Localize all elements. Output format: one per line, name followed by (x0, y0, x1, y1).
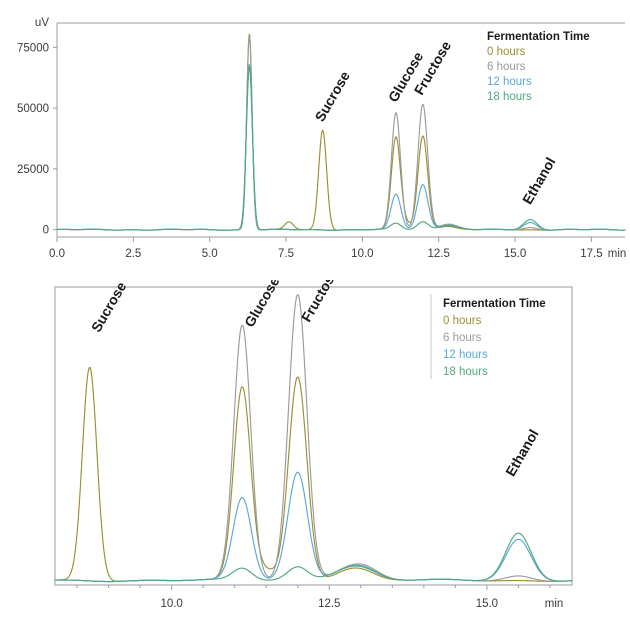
traces-group (54, 294, 573, 583)
y-tick-label: 0 (43, 225, 49, 237)
x-tick-label: 15.0 (476, 598, 498, 610)
x-tick-label: 7.5 (278, 248, 294, 260)
x-tick-label: 2.5 (125, 248, 141, 260)
x-axis-unit-label: min (608, 248, 627, 260)
traces-group (56, 33, 626, 231)
peak-label-sucrose: Sucrose (311, 68, 353, 124)
x-tick-label: 10.0 (351, 248, 373, 260)
plot-frame (56, 22, 625, 238)
x-tick-label: 5.0 (202, 248, 218, 260)
trace-18-hours (56, 66, 626, 231)
y-tick-label: 75000 (17, 42, 49, 54)
plot-border (56, 23, 625, 238)
trace-12-hours (54, 471, 573, 583)
legend-entry-12-hours: 12 hours (487, 76, 532, 88)
x-tick-label: 15.0 (504, 248, 526, 260)
peak-label-ethanol: Ethanol (502, 426, 542, 478)
x-tick-label: 10.0 (160, 598, 182, 610)
plot-border (54, 286, 573, 586)
x-tick-label: 0.0 (49, 248, 65, 260)
x-tick-label: 12.5 (428, 248, 450, 260)
y-axis: 0 25000 50000 75000 uV (17, 17, 57, 237)
x-tick-label: 12.5 (318, 598, 340, 610)
x-axis-unit-label: min (545, 598, 564, 610)
x-tick-label: 17.5 (580, 248, 602, 260)
legend-entry-18-hours: 18 hours (487, 91, 532, 103)
legend-entry-6-hours: 6 hours (487, 61, 526, 73)
peak-label-ethanol: Ethanol (519, 154, 559, 206)
y-tick-label: 25000 (17, 164, 49, 176)
overview-chromatogram-panel: 0 25000 50000 75000 uV 0.0 2.5 5.0 7.5 10.0 12.5 15… (0, 0, 630, 280)
x-axis: 0.0 2.5 5.0 7.5 10.0 12.5 15.0 17.5 min (49, 237, 626, 260)
legend-entry-0-hours: 0 hours (487, 46, 526, 58)
legend-title: Fermentation Time (443, 298, 546, 310)
y-tick-label: 50000 (17, 103, 49, 115)
legend-entry-18-hours: 18 hours (443, 366, 488, 378)
overview-chromatogram-svg: 0 25000 50000 75000 uV 0.0 2.5 5.0 7.5 10.0 12.5 15… (17, 17, 626, 260)
legend-entry-0-hours: 0 hours (443, 315, 482, 327)
legend: Fermentation Time 0 hours 6 hours 12 hours 1… (487, 31, 590, 103)
zoomed-chromatogram-panel: 10.0 12.5 15.0 min Sucrose Glucose Fructose Eth… (0, 280, 630, 631)
legend-entry-12-hours: 12 hours (443, 349, 488, 361)
trace-6-hours (56, 34, 626, 231)
y-axis-unit-label: uV (35, 17, 49, 29)
plot-frame (54, 286, 573, 586)
legend: Fermentation Time 0 hours 6 hours 12 hours 1… (430, 294, 546, 379)
legend-entry-6-hours: 6 hours (443, 332, 482, 344)
trace-0-hours (56, 33, 626, 231)
peak-label-sucrose: Sucrose (88, 280, 130, 335)
legend-title: Fermentation Time (487, 31, 590, 43)
trace-18-hours (54, 532, 573, 583)
x-axis: 10.0 12.5 15.0 min (76, 585, 564, 610)
